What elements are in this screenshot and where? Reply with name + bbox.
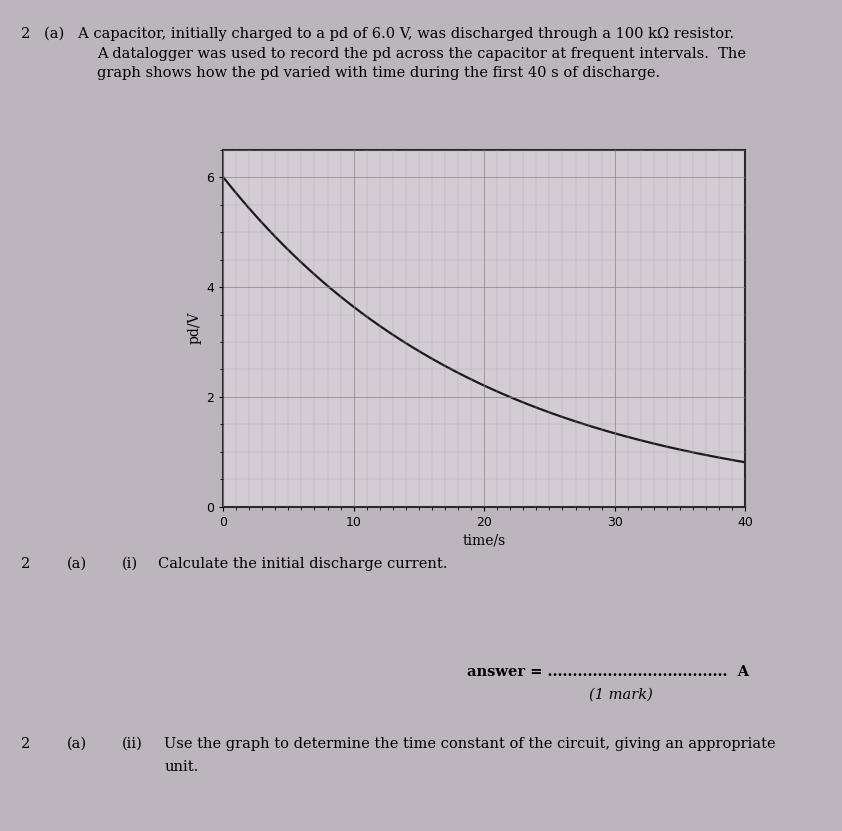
Text: 2: 2 <box>21 557 30 571</box>
Y-axis label: pd/V: pd/V <box>188 312 202 345</box>
Text: A datalogger was used to record the pd across the capacitor at frequent interval: A datalogger was used to record the pd a… <box>97 47 746 61</box>
X-axis label: time/s: time/s <box>462 534 506 547</box>
Text: answer = ....................................  A: answer = ...............................… <box>467 665 749 679</box>
Text: (i): (i) <box>122 557 138 571</box>
Text: (a): (a) <box>67 737 88 751</box>
Text: (1 mark): (1 mark) <box>589 688 653 702</box>
Text: 2   (a)   A capacitor, initially charged to a pd of 6.0 V, was discharged throug: 2 (a) A capacitor, initially charged to … <box>21 27 734 41</box>
Text: Use the graph to determine the time constant of the circuit, giving an appropria: Use the graph to determine the time cons… <box>164 737 775 751</box>
Text: 2: 2 <box>21 737 30 751</box>
Text: Calculate the initial discharge current.: Calculate the initial discharge current. <box>158 557 448 571</box>
Text: (a): (a) <box>67 557 88 571</box>
Text: (ii): (ii) <box>122 737 143 751</box>
Text: graph shows how the pd varied with time during the first 40 s of discharge.: graph shows how the pd varied with time … <box>97 66 660 81</box>
Text: unit.: unit. <box>164 760 199 774</box>
